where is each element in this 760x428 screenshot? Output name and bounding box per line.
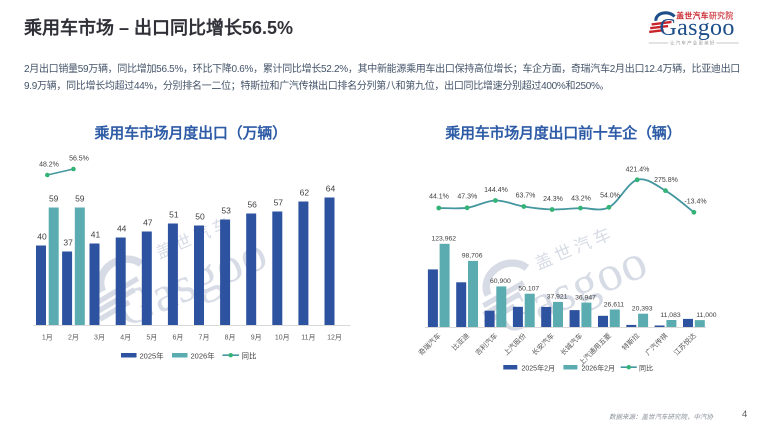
svg-text:56.5%: 56.5% <box>69 156 89 163</box>
svg-text:62: 62 <box>300 188 310 198</box>
svg-text:盖世汽车研究院: 盖世汽车研究院 <box>676 11 733 21</box>
svg-text:同比: 同比 <box>242 351 257 361</box>
svg-text:吉利汽车: 吉利汽车 <box>473 331 499 357</box>
svg-text:比亚迪: 比亚迪 <box>450 331 471 352</box>
svg-text:57: 57 <box>274 198 284 208</box>
svg-text:26,611: 26,611 <box>604 301 625 308</box>
svg-text:Gasgoo: Gasgoo <box>660 15 735 41</box>
svg-text:64: 64 <box>326 184 336 194</box>
svg-text:59: 59 <box>75 194 85 204</box>
svg-text:6月: 6月 <box>172 334 183 342</box>
svg-text:江苏悦达: 江苏悦达 <box>672 331 698 357</box>
svg-text:44.1%: 44.1% <box>429 194 449 201</box>
svg-text:48.2%: 48.2% <box>39 162 59 169</box>
svg-text:60,900: 60,900 <box>490 278 511 285</box>
svg-text:7月: 7月 <box>199 334 210 342</box>
svg-text:20,393: 20,393 <box>632 306 653 313</box>
svg-text:37,921: 37,921 <box>547 294 568 301</box>
svg-text:50: 50 <box>195 212 205 222</box>
svg-text:44: 44 <box>117 224 127 234</box>
svg-text:59: 59 <box>49 194 59 204</box>
svg-text:奇瑞汽车: 奇瑞汽车 <box>416 331 442 357</box>
svg-text:11月: 11月 <box>301 334 315 342</box>
svg-text:24.3%: 24.3% <box>543 196 563 203</box>
svg-text:11,000: 11,000 <box>696 312 717 319</box>
svg-text:特斯拉: 特斯拉 <box>620 331 641 352</box>
svg-text:8月: 8月 <box>225 334 236 342</box>
svg-text:乘用车市场月度出口（万辆）: 乘用车市场月度出口（万辆） <box>93 124 286 142</box>
svg-text:11,083: 11,083 <box>660 312 681 319</box>
svg-text:43.2%: 43.2% <box>571 196 591 203</box>
svg-text:2025年: 2025年 <box>140 351 165 361</box>
svg-text:40: 40 <box>37 232 47 242</box>
svg-text:4月: 4月 <box>120 334 131 342</box>
svg-text:54.0%: 54.0% <box>600 193 620 200</box>
svg-text:275.8%: 275.8% <box>654 177 678 184</box>
svg-text:1月: 1月 <box>42 334 53 342</box>
svg-text:10月: 10月 <box>275 334 290 342</box>
svg-text:37: 37 <box>63 238 73 248</box>
svg-text:-13.4%: -13.4% <box>684 199 706 206</box>
svg-text:36,947: 36,947 <box>575 294 596 301</box>
svg-text:2月: 2月 <box>68 334 79 342</box>
svg-text:2026年: 2026年 <box>191 351 216 361</box>
svg-text:5月: 5月 <box>146 334 157 342</box>
svg-text:2026年2月: 2026年2月 <box>582 364 615 373</box>
svg-text:乘用车市场月度出口前十车企（辆）: 乘用车市场月度出口前十车企（辆） <box>444 124 681 142</box>
svg-text:长城汽车: 长城汽车 <box>558 331 584 357</box>
svg-text:广汽传祺: 广汽传祺 <box>643 331 669 357</box>
svg-text:51: 51 <box>169 210 179 220</box>
svg-text:12月: 12月 <box>327 334 342 342</box>
svg-text:53: 53 <box>221 206 231 216</box>
svg-text:让汽车产业更美好: 让汽车产业更美好 <box>670 40 716 47</box>
svg-text:123,962: 123,962 <box>432 236 457 243</box>
svg-text:421.4%: 421.4% <box>626 167 650 174</box>
svg-text:50,107: 50,107 <box>518 286 539 293</box>
svg-text:56: 56 <box>247 200 257 210</box>
svg-text:41: 41 <box>91 230 101 240</box>
svg-text:9月: 9月 <box>251 334 262 342</box>
svg-text:98,706: 98,706 <box>462 253 483 260</box>
svg-text:47: 47 <box>143 218 153 228</box>
svg-text:2025年2月: 2025年2月 <box>522 364 555 373</box>
svg-text:同比: 同比 <box>639 364 653 373</box>
svg-text:63.7%: 63.7% <box>516 193 536 200</box>
svg-text:47.3%: 47.3% <box>457 194 477 201</box>
svg-text:3月: 3月 <box>94 334 105 342</box>
svg-text:144.4%: 144.4% <box>484 187 508 194</box>
